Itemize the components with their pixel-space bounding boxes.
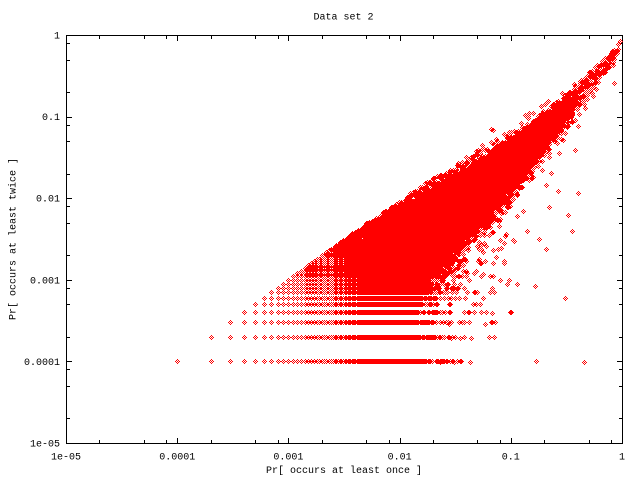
svg-text:1e-05: 1e-05 — [51, 453, 81, 464]
svg-text:Data set 2: Data set 2 — [313, 13, 373, 24]
svg-text:0.1: 0.1 — [42, 113, 60, 124]
svg-text:1: 1 — [54, 32, 60, 43]
svg-text:0.1: 0.1 — [502, 453, 520, 464]
svg-text:0.01: 0.01 — [388, 453, 412, 464]
svg-text:1e-05: 1e-05 — [30, 440, 60, 451]
svg-text:0.01: 0.01 — [36, 195, 60, 206]
svg-text:Pr[ occurs at least twice ]: Pr[ occurs at least twice ] — [8, 158, 20, 320]
svg-text:0.001: 0.001 — [273, 453, 303, 464]
svg-text:0.001: 0.001 — [30, 276, 60, 287]
svg-text:0.0001: 0.0001 — [24, 358, 60, 369]
svg-text:0.0001: 0.0001 — [159, 453, 195, 464]
svg-text:1: 1 — [619, 453, 625, 464]
svg-text:Pr[ occurs at least once ]: Pr[ occurs at least once ] — [266, 465, 422, 477]
